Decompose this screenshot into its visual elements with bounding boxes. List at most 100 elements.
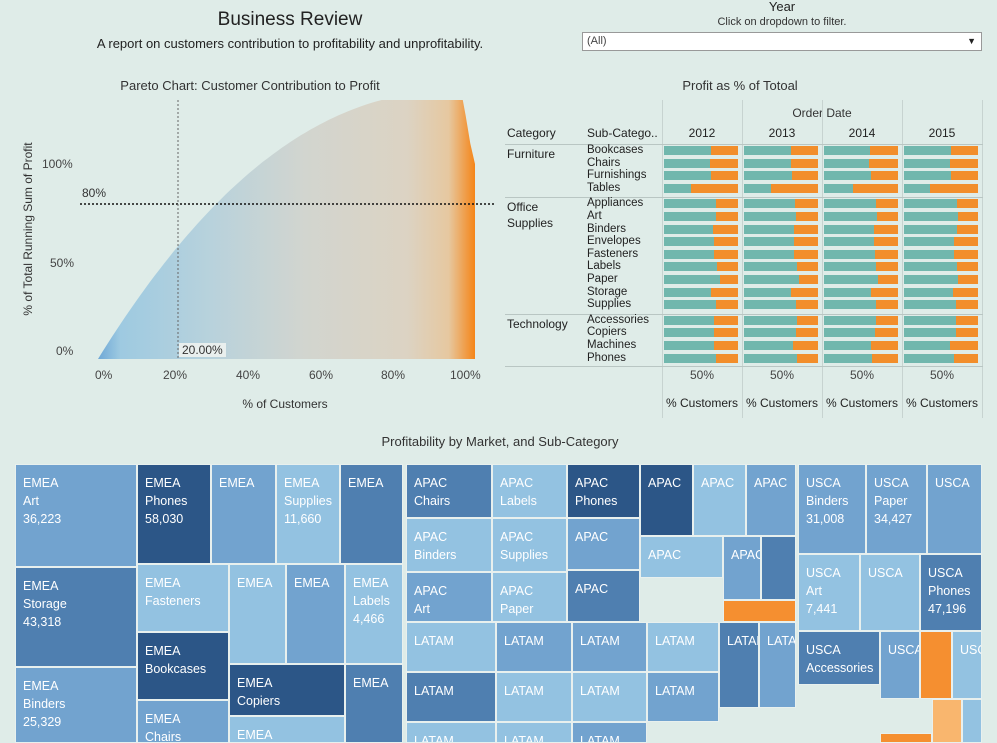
- treemap-cell[interactable]: APAC Paper: [492, 572, 567, 622]
- treemap-cell[interactable]: USCA Binders 31,008: [798, 464, 866, 554]
- loss-bar[interactable]: [714, 315, 738, 325]
- loss-bar[interactable]: [691, 183, 738, 193]
- loss-bar[interactable]: [799, 275, 818, 284]
- profit-bar[interactable]: [824, 237, 874, 247]
- treemap-cell[interactable]: EMEA Supplies 11,660: [276, 464, 340, 564]
- treemap-cell[interactable]: APAC Binders: [406, 518, 492, 572]
- treemap-cell[interactable]: USCA: [860, 554, 920, 631]
- profit-bar[interactable]: [824, 183, 853, 193]
- treemap-cell[interactable]: APAC Chairs: [406, 464, 492, 518]
- profit-bar[interactable]: [664, 275, 720, 284]
- profit-bar[interactable]: [744, 328, 796, 338]
- loss-bar[interactable]: [716, 212, 738, 221]
- profit-bar[interactable]: [664, 262, 717, 272]
- profit-bar[interactable]: [824, 315, 876, 325]
- profit-bar[interactable]: [824, 224, 874, 234]
- loss-bar[interactable]: [878, 275, 898, 284]
- treemap-cell[interactable]: USCA Art 7,441: [798, 554, 860, 631]
- loss-bar[interactable]: [794, 224, 818, 234]
- loss-bar[interactable]: [958, 275, 978, 284]
- chevron-down-icon[interactable]: ▼: [967, 36, 976, 46]
- loss-bar[interactable]: [717, 262, 738, 272]
- loss-bar[interactable]: [792, 171, 818, 181]
- treemap-cell[interactable]: EMEA Fasteners: [137, 564, 229, 632]
- profit-bar[interactable]: [904, 287, 953, 297]
- loss-bar[interactable]: [872, 353, 898, 363]
- loss-bar[interactable]: [716, 199, 738, 209]
- profit-bar[interactable]: [744, 146, 791, 155]
- profit-bar[interactable]: [824, 199, 876, 209]
- loss-bar[interactable]: [871, 341, 898, 350]
- loss-bar[interactable]: [711, 287, 738, 297]
- loss-bar[interactable]: [714, 341, 738, 350]
- profit-bar[interactable]: [744, 224, 794, 234]
- loss-bar[interactable]: [795, 199, 818, 209]
- profit-bar[interactable]: [904, 171, 951, 181]
- treemap-cell[interactable]: APAC: [723, 536, 761, 600]
- treemap-cell[interactable]: LATAM: [647, 622, 719, 672]
- loss-bar[interactable]: [714, 237, 738, 247]
- treemap-cell[interactable]: APAC: [567, 570, 640, 622]
- loss-bar[interactable]: [950, 341, 978, 350]
- profit-bar[interactable]: [664, 237, 714, 247]
- profit-bar[interactable]: [904, 315, 956, 325]
- profit-bar[interactable]: [904, 300, 956, 310]
- treemap-cell[interactable]: APAC: [693, 464, 746, 536]
- loss-bar[interactable]: [954, 249, 978, 259]
- profit-bar[interactable]: [664, 146, 711, 155]
- profit-bar[interactable]: [904, 224, 957, 234]
- profit-bar[interactable]: [744, 237, 794, 247]
- treemap-cell[interactable]: APAC Art: [406, 572, 492, 622]
- loss-bar[interactable]: [953, 287, 978, 297]
- loss-bar[interactable]: [794, 237, 818, 247]
- loss-bar[interactable]: [876, 199, 898, 209]
- loss-bar[interactable]: [950, 158, 978, 168]
- loss-bar[interactable]: [716, 353, 738, 363]
- profit-bar[interactable]: [664, 224, 713, 234]
- loss-bar[interactable]: [869, 158, 898, 168]
- profit-bar[interactable]: [744, 300, 796, 310]
- profit-bar[interactable]: [824, 146, 870, 155]
- treemap-cell[interactable]: EMEA Binders 25,329: [15, 667, 137, 743]
- profit-bar[interactable]: [664, 199, 716, 209]
- loss-bar[interactable]: [954, 237, 978, 247]
- treemap-cell[interactable]: EMEA: [345, 664, 403, 743]
- loss-bar[interactable]: [874, 237, 898, 247]
- loss-bar[interactable]: [793, 341, 818, 350]
- loss-bar[interactable]: [720, 275, 738, 284]
- profit-bar[interactable]: [904, 146, 951, 155]
- profit-bar[interactable]: [744, 183, 771, 193]
- loss-bar[interactable]: [957, 262, 978, 272]
- treemap-cell[interactable]: LATAM: [406, 672, 496, 722]
- loss-bar[interactable]: [870, 146, 898, 155]
- profit-bar[interactable]: [664, 353, 716, 363]
- treemap-cell[interactable]: USCA Accessories: [798, 631, 880, 685]
- loss-bar[interactable]: [791, 287, 818, 297]
- loss-bar[interactable]: [714, 249, 738, 259]
- loss-bar[interactable]: [853, 183, 898, 193]
- profit-bar[interactable]: [664, 183, 691, 193]
- profit-bar[interactable]: [744, 275, 799, 284]
- loss-bar[interactable]: [710, 158, 738, 168]
- loss-bar[interactable]: [876, 262, 898, 272]
- loss-bar[interactable]: [875, 328, 898, 338]
- treemap-cell[interactable]: EMEA Copiers: [229, 664, 345, 716]
- loss-bar[interactable]: [930, 183, 978, 193]
- loss-bar[interactable]: [797, 353, 818, 363]
- profit-bar[interactable]: [824, 275, 878, 284]
- treemap-cell[interactable]: [761, 536, 796, 600]
- loss-bar[interactable]: [711, 146, 738, 155]
- profit-bar[interactable]: [664, 158, 710, 168]
- treemap-cell[interactable]: [932, 699, 962, 743]
- loss-bar[interactable]: [713, 224, 738, 234]
- loss-bar[interactable]: [957, 224, 978, 234]
- profit-bar[interactable]: [904, 353, 954, 363]
- loss-bar[interactable]: [871, 287, 898, 297]
- profit-bar[interactable]: [904, 183, 930, 193]
- loss-bar[interactable]: [791, 158, 818, 168]
- loss-bar[interactable]: [956, 300, 978, 310]
- treemap-cell[interactable]: EMEA: [229, 716, 345, 743]
- profit-bar[interactable]: [824, 353, 872, 363]
- loss-bar[interactable]: [797, 262, 818, 272]
- profit-bar[interactable]: [664, 171, 711, 181]
